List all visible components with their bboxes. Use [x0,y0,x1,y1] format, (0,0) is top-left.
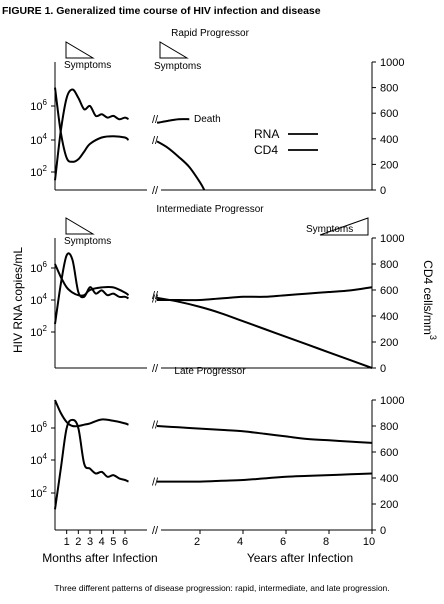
legend-cd4-label: CD4 [254,143,278,157]
y-left-tick-label: 102 [30,164,47,179]
x-axis-break-mark: // [152,185,159,197]
legend-rna-label: RNA [254,127,279,141]
y-right-tick-label: 800 [380,421,398,433]
y-left-tick-label: 102 [30,485,47,500]
symptoms-wedge-late [319,217,369,236]
y-right-tick-label: 600 [380,285,398,297]
x-year-tick-label: 8 [323,536,329,548]
y-right-tick-label: 1000 [380,233,404,245]
legend: RNA CD4 [254,127,318,157]
x-years-axis-title: Years after Infection [247,551,353,565]
panels-layer: Rapid Progressor//1021041060200400600800… [30,28,404,548]
y-right-tick-label: 1000 [380,395,404,407]
panel-3: Late Progressor//10210410602004006008001… [30,366,404,548]
y-right-tick-label: 0 [380,185,386,197]
series-break-mark: // [152,135,159,147]
cd4-line-years [156,425,373,444]
y-left-tick-label: 106 [30,98,47,113]
y-right-tick-label: 1000 [380,57,404,69]
y-right-axis-title-sup: 3 [428,335,438,340]
rna-line-years [156,118,190,124]
cd4-line-years [156,296,373,369]
y-left-tick-label: 102 [30,324,47,339]
x-months-axis-title: Months after Infection [42,551,157,565]
cd4-line-months [54,263,130,297]
symptoms-wedge-early [65,217,95,235]
x-year-tick-label: 2 [194,536,200,548]
x-axis-break-mark: // [152,525,159,537]
x-month-tick-label: 3 [87,536,93,548]
y-right-tick-label: 200 [380,159,398,171]
y-right-tick-label: 200 [380,499,398,511]
series-break-mark: // [152,290,159,302]
x-month-tick-label: 4 [99,536,105,548]
panel-1: Rapid Progressor // 102 104 106 0 200 400 600 800… [30,28,404,197]
y-left-tick-label: 104 [30,452,47,467]
y-right-tick-label: 600 [380,447,398,459]
y-right-axis-title-main: CD4 cells/mm [421,260,435,335]
y-left-tick-label: 106 [30,420,47,435]
series-break-mark: // [152,477,159,489]
figure-caption: Three different patterns of disease prog… [54,583,390,593]
x-year-tick-label: 10 [363,536,375,548]
y-right-tick-label: 400 [380,473,398,485]
figure-title: FIGURE 1. Generalized time course of HIV… [2,5,321,17]
symptoms-label-late: Symptoms [306,224,353,235]
y-right-axis-title: CD4 cells/mm3 [421,260,438,340]
cd4-line-months [54,87,130,163]
series-break-mark: // [152,293,159,305]
y-left-tick-label: 104 [30,292,47,307]
y-right-tick-label: 600 [380,108,398,120]
panel-2: Intermediate Progressor // 102 104 106 0 200 40… [30,204,404,375]
y-right-tick-label: 400 [380,311,398,323]
rna-line-months [54,88,130,181]
rna-line-months [54,418,129,510]
symptoms-label-early: Symptoms [64,60,111,71]
y-right-tick-label: 800 [380,259,398,271]
y-right-tick-label: 0 [380,525,386,537]
x-month-tick-label: 2 [75,536,81,548]
series-break-mark: // [152,420,159,432]
rna-line-months [54,252,129,325]
symptoms-wedge-late [159,41,189,59]
x-month-tick-label: 1 [64,536,70,548]
y-right-tick-label: 400 [380,134,398,146]
symptoms-label-early: Symptoms [64,236,111,247]
symptoms-wedge-early [65,41,95,59]
symptoms-label-late: Symptoms [154,61,201,72]
x-axis-break-mark: // [152,363,159,375]
panel-title: Late Progressor [174,366,246,377]
y-right-tick-label: 200 [380,337,398,349]
cd4-line-years [156,140,206,191]
panel-title: Rapid Progressor [171,28,249,39]
y-left-tick-label: 106 [30,260,47,275]
rna-line-years [156,286,373,302]
cd4-line-months [54,399,129,428]
x-year-tick-label: 4 [237,536,243,548]
y-left-tick-label: 104 [30,132,47,147]
y-right-tick-label: 0 [380,363,386,375]
y-left-axis-title: HIV RNA copies/mL [11,247,25,353]
rna-line-years [156,472,373,483]
y-right-tick-label: 800 [380,83,398,95]
x-month-tick-label: 5 [110,536,116,548]
series-break-mark: // [152,114,159,126]
x-month-tick-label: 6 [122,536,128,548]
x-year-tick-label: 6 [280,536,286,548]
death-label: Death [194,114,221,125]
panel-title: Intermediate Progressor [156,204,264,215]
